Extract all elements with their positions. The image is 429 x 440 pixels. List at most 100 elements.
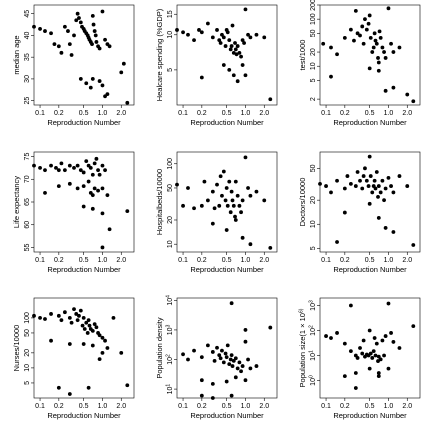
data-point: [378, 357, 383, 362]
data-point: [119, 70, 124, 75]
y-tick-label: 35: [24, 53, 31, 61]
y-tick-label: 20: [167, 216, 174, 224]
data-point: [242, 41, 246, 45]
data-point: [202, 179, 207, 184]
data-point: [235, 79, 240, 84]
data-point: [218, 356, 223, 361]
x-tick-label: 1.0: [98, 257, 108, 264]
x-tick-label: 0.1: [321, 403, 331, 410]
data-point: [237, 50, 242, 55]
data-point: [111, 315, 116, 320]
x-tick-label: 0.1: [35, 257, 45, 264]
data-point: [397, 346, 402, 350]
data-point: [240, 235, 245, 240]
data-point: [235, 366, 240, 371]
data-point: [262, 35, 267, 40]
data-point: [329, 45, 333, 50]
data-point: [318, 181, 322, 186]
data-point: [268, 97, 273, 102]
data-point: [324, 184, 328, 188]
data-point: [75, 186, 80, 191]
data-point: [380, 338, 385, 343]
data-point: [230, 198, 235, 203]
y-tick-label: 2: [310, 97, 317, 101]
data-point: [233, 41, 237, 45]
data-point: [86, 179, 91, 184]
data-point: [342, 186, 347, 191]
data-point: [240, 63, 245, 67]
data-point: [227, 67, 232, 72]
data-point: [228, 210, 233, 215]
data-point: [376, 184, 381, 188]
x-axis-label: Reproduction Number: [190, 265, 264, 274]
data-point: [97, 79, 102, 83]
data-point: [364, 27, 369, 32]
plot-frame: [176, 297, 278, 399]
x-tick-label: 0.5: [365, 403, 375, 410]
data-point: [229, 301, 234, 306]
data-point: [268, 245, 273, 250]
data-point: [224, 379, 229, 384]
data-point: [239, 54, 243, 59]
data-point: [105, 92, 110, 97]
data-point: [56, 313, 61, 318]
y-tick-label: 102: [309, 325, 318, 336]
y-axis-label: Doctors/10000: [298, 178, 307, 227]
data-point: [382, 353, 386, 358]
data-point: [355, 170, 360, 174]
data-point: [66, 29, 70, 33]
data-point: [121, 61, 126, 66]
x-tick-label: 1.0: [241, 257, 251, 264]
data-point: [125, 100, 130, 105]
data-point: [67, 163, 72, 168]
y-tick-label: 75: [24, 153, 31, 161]
data-point: [240, 38, 245, 43]
data-point: [72, 166, 76, 170]
data-point: [224, 228, 229, 232]
data-point: [221, 35, 226, 40]
data-point: [100, 9, 105, 14]
data-point: [228, 357, 233, 362]
data-point: [212, 358, 217, 363]
data-point: [218, 174, 223, 179]
data-point: [43, 191, 47, 195]
data-point: [100, 245, 105, 250]
data-point: [75, 318, 80, 323]
y-tick-label: 102: [166, 354, 175, 365]
data-point: [77, 16, 81, 20]
y-tick-label: 5: [24, 381, 31, 385]
data-point: [382, 198, 386, 203]
data-point: [353, 386, 358, 390]
data-point: [383, 186, 388, 191]
data-point: [389, 184, 393, 188]
data-point: [233, 179, 238, 184]
data-point: [97, 333, 102, 338]
data-point: [38, 315, 42, 320]
data-point: [355, 356, 360, 360]
x-tick-label: 0.1: [35, 403, 45, 410]
data-point: [227, 362, 232, 366]
data-point: [56, 44, 61, 49]
data-point: [254, 32, 259, 37]
y-tick-label: 200: [310, 0, 317, 11]
data-point: [372, 31, 377, 36]
data-point: [380, 178, 385, 183]
data-point: [372, 336, 377, 340]
data-point: [221, 169, 226, 174]
data-point: [221, 63, 226, 67]
data-point: [59, 50, 64, 55]
y-axis-label: Population size(1 × 106): [298, 308, 307, 387]
data-point: [342, 341, 347, 346]
data-point: [199, 393, 204, 398]
data-point: [335, 178, 339, 183]
data-point: [107, 227, 112, 232]
data-point: [391, 340, 396, 344]
x-axis-label: Reproduction Number: [47, 265, 121, 274]
x-axis-label: Reproduction Number: [333, 411, 407, 420]
data-point: [218, 41, 223, 45]
data-point: [78, 77, 83, 81]
data-point: [243, 339, 248, 344]
data-point: [90, 13, 95, 18]
data-point: [97, 46, 102, 51]
